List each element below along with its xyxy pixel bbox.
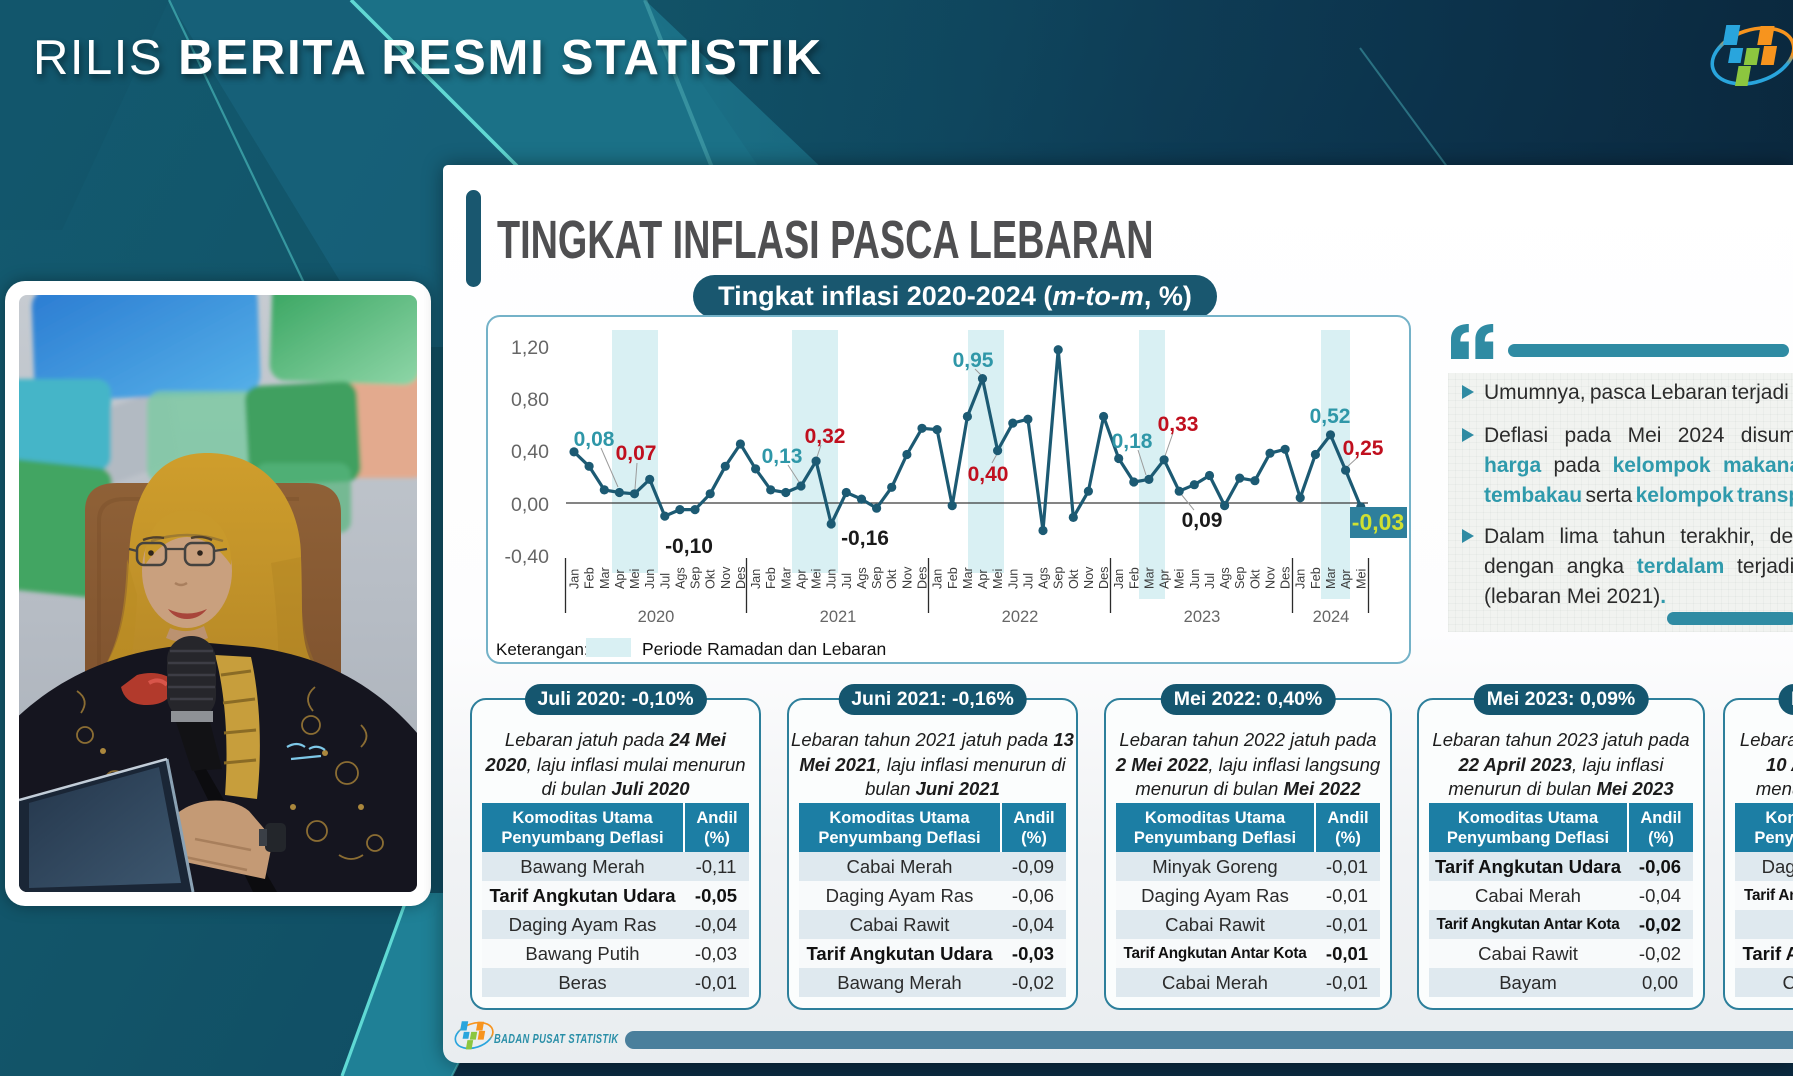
svg-text:Jan: Jan	[749, 569, 763, 589]
svg-text:Jun: Jun	[1006, 569, 1020, 589]
svg-text:Feb: Feb	[764, 567, 778, 589]
svg-text:Feb: Feb	[1309, 567, 1323, 589]
svg-text:Keterangan:: Keterangan:	[496, 640, 589, 659]
svg-text:0,18: 0,18	[1112, 430, 1153, 453]
svg-text:Ags: Ags	[673, 567, 687, 589]
svg-text:Okt: Okt	[1067, 569, 1081, 589]
svg-text:Ags: Ags	[855, 567, 869, 589]
svg-text:Apr: Apr	[976, 569, 990, 589]
svg-text:-0,16: -0,16	[841, 527, 889, 550]
svg-text:Des: Des	[916, 567, 930, 589]
svg-text:Jul: Jul	[1021, 573, 1035, 589]
svg-text:Ags: Ags	[1218, 567, 1232, 589]
svg-text:Sep: Sep	[1052, 567, 1066, 589]
svg-text:Mar: Mar	[1142, 567, 1156, 589]
svg-text:Jan: Jan	[931, 569, 945, 589]
svg-text:Feb: Feb	[583, 567, 597, 589]
svg-text:Sep: Sep	[1233, 567, 1247, 589]
svg-text:Nov: Nov	[1264, 566, 1278, 589]
svg-text:Jun: Jun	[825, 569, 839, 589]
svg-text:0,00: 0,00	[511, 494, 549, 516]
svg-text:-0,40: -0,40	[505, 546, 550, 568]
svg-text:Mei: Mei	[810, 569, 824, 589]
svg-text:Des: Des	[1097, 567, 1111, 589]
svg-text:2020: 2020	[638, 608, 675, 626]
svg-text:2024: 2024	[1313, 608, 1350, 626]
svg-text:Okt: Okt	[704, 569, 718, 589]
svg-text:-0,10: -0,10	[665, 535, 713, 558]
svg-text:0,32: 0,32	[805, 425, 846, 448]
svg-text:Mar: Mar	[598, 567, 612, 589]
svg-text:Periode Ramadan dan Lebaran: Periode Ramadan dan Lebaran	[642, 639, 886, 659]
svg-text:Mar: Mar	[961, 567, 975, 589]
svg-text:Nov: Nov	[1082, 566, 1096, 589]
svg-text:Jul: Jul	[840, 573, 854, 589]
svg-text:0,07: 0,07	[616, 442, 657, 465]
svg-text:Jul: Jul	[658, 573, 672, 589]
svg-text:Jun: Jun	[1188, 569, 1202, 589]
svg-text:Ags: Ags	[1037, 567, 1051, 589]
svg-text:Des: Des	[734, 567, 748, 589]
svg-text:Nov: Nov	[900, 566, 914, 589]
svg-text:0,80: 0,80	[511, 389, 549, 411]
svg-text:Mei: Mei	[991, 569, 1005, 589]
svg-text:Sep: Sep	[689, 567, 703, 589]
svg-text:0,33: 0,33	[1158, 413, 1199, 436]
svg-text:Jul: Jul	[1203, 573, 1217, 589]
svg-text:Apr: Apr	[1339, 569, 1353, 589]
svg-text:0,52: 0,52	[1310, 405, 1351, 428]
svg-text:0,13: 0,13	[762, 445, 803, 468]
svg-text:Jan: Jan	[568, 569, 582, 589]
svg-text:Nov: Nov	[719, 566, 733, 589]
svg-text:Apr: Apr	[613, 569, 627, 589]
svg-text:Mei: Mei	[1354, 569, 1368, 589]
svg-text:Des: Des	[1279, 567, 1293, 589]
svg-text:Mei: Mei	[1173, 569, 1187, 589]
svg-text:2023: 2023	[1184, 608, 1221, 626]
svg-text:-0,03: -0,03	[1352, 509, 1404, 535]
svg-text:0,95: 0,95	[953, 349, 994, 372]
svg-text:Jan: Jan	[1294, 569, 1308, 589]
svg-text:Mar: Mar	[1324, 567, 1338, 589]
svg-text:Sep: Sep	[870, 567, 884, 589]
svg-text:0,09: 0,09	[1182, 509, 1223, 532]
svg-text:2022: 2022	[1002, 608, 1039, 626]
svg-text:Feb: Feb	[946, 567, 960, 589]
svg-text:Mei: Mei	[628, 569, 642, 589]
svg-text:Feb: Feb	[1127, 567, 1141, 589]
svg-text:2021: 2021	[820, 608, 857, 626]
svg-text:0,40: 0,40	[511, 441, 549, 463]
svg-text:Mar: Mar	[779, 567, 793, 589]
svg-text:Okt: Okt	[885, 569, 899, 589]
svg-text:Okt: Okt	[1248, 569, 1262, 589]
svg-text:Apr: Apr	[1158, 569, 1172, 589]
svg-text:0,25: 0,25	[1343, 437, 1384, 460]
svg-text:1,20: 1,20	[511, 337, 549, 359]
svg-text:0,08: 0,08	[574, 428, 615, 451]
svg-text:Jan: Jan	[1112, 569, 1126, 589]
svg-text:0,40: 0,40	[968, 463, 1009, 486]
svg-text:Apr: Apr	[795, 569, 809, 589]
svg-text:Jun: Jun	[643, 569, 657, 589]
